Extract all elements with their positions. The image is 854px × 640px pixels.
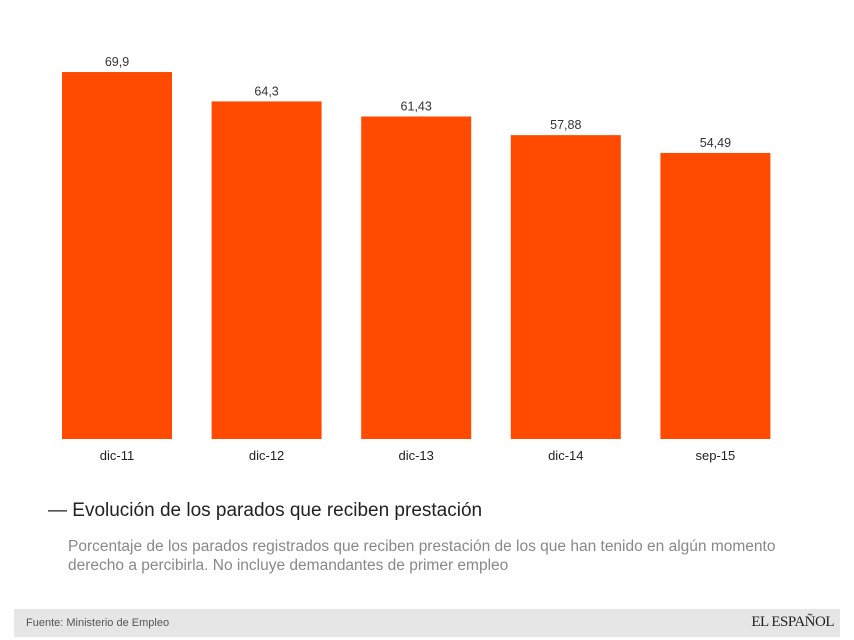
chart-title-text: Evolución de los parados que reciben pre… (72, 500, 483, 521)
data-label: 57,88 (550, 118, 581, 132)
chart-title: — Evolución de los parados que reciben p… (48, 500, 483, 521)
data-label: 69,9 (105, 55, 129, 69)
bar-dic-12 (211, 101, 322, 440)
source-text: Fuente: Ministerio de Empleo (26, 617, 170, 629)
data-label: 54,49 (700, 136, 731, 150)
data-label: 61,43 (401, 99, 432, 113)
x-tick-label: dic-14 (548, 448, 583, 463)
bar-dic-13 (361, 116, 472, 440)
data-label: 64,3 (254, 84, 278, 98)
x-tick-label: sep-15 (696, 448, 736, 463)
bar-chart: 69,9 dic-11 64,3 dic-12 61,43 dic-13 57,88 dic-… (62, 55, 771, 463)
footer: Fuente: Ministerio de Empleo EL ESPAÑOL (14, 609, 840, 637)
chart-subtitle: Porcentaje de los parados registrados qu… (68, 538, 776, 574)
logo: EL ESPAÑOL (751, 614, 834, 630)
bar-dic-14 (510, 135, 621, 439)
x-tick-label: dic-11 (100, 448, 134, 463)
bar-sep-15 (660, 152, 771, 440)
x-tick-label: dic-13 (398, 448, 433, 463)
x-tick-label: dic-12 (249, 448, 284, 463)
bar-dic-11 (62, 72, 172, 440)
